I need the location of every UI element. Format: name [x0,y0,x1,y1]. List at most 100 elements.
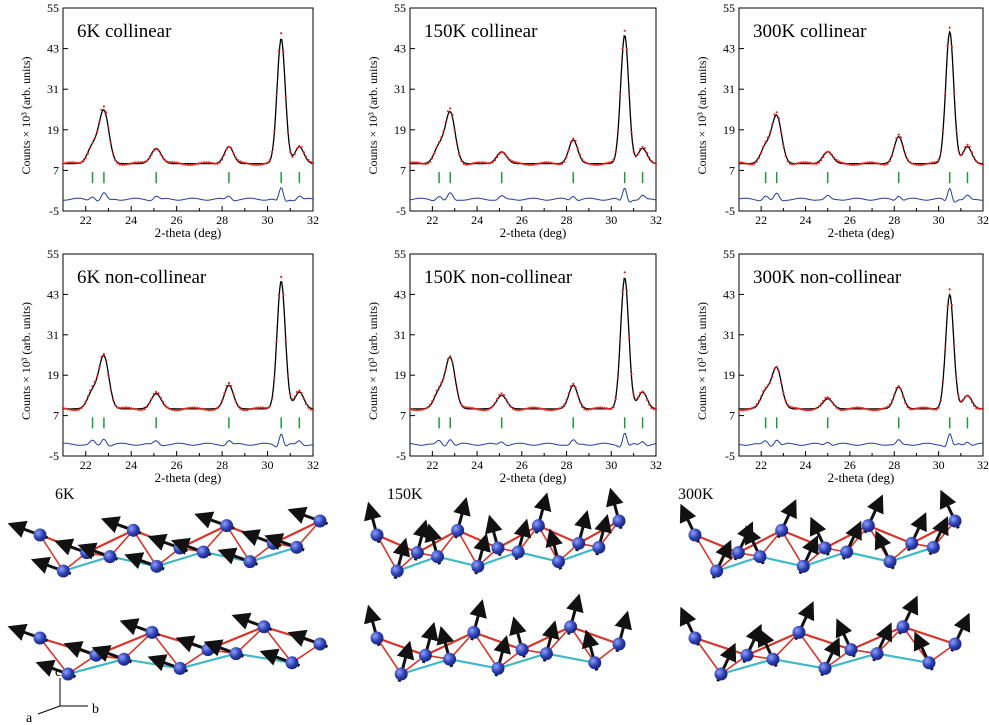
atom [370,528,384,542]
x-tick-label: 28 [888,213,900,227]
observed-point [473,407,476,410]
atom [870,647,884,661]
bond [546,652,596,664]
observed-point [157,149,160,152]
atom [592,540,606,554]
observed-point [946,305,949,308]
y-tick-label: -5 [49,449,59,463]
observed-point [561,162,564,165]
observed-point [309,160,312,163]
observed-point [959,400,962,403]
observed-point [480,161,483,164]
bond [457,529,499,550]
bond [497,652,547,670]
observed-point [846,163,849,166]
observed-point [844,408,847,411]
observed-point [895,137,898,140]
observed-point [216,162,219,165]
observed-point [453,375,456,378]
observed-point [603,406,606,410]
y-tick-label: 7 [400,409,406,423]
observed-point [232,393,235,396]
observed-point [599,163,602,166]
atom [229,647,243,661]
observed-point [833,156,836,159]
observed-point [171,408,174,411]
observed-point [116,162,119,165]
observed-point [444,368,447,371]
observed-point [80,407,83,410]
observed-point [275,93,278,96]
observed-point [489,162,492,165]
y-tick-label: 19 [723,368,735,382]
observed-point [462,405,465,408]
atom [861,519,875,533]
observed-point [155,148,158,151]
observed-point [61,162,65,165]
y-tick-label: 43 [47,287,59,301]
x-tick-label: 28 [216,213,228,227]
observed-point [161,156,165,159]
observed-point [446,110,450,113]
axis-b-label: b [92,702,99,717]
observed-point [211,408,215,412]
bond [67,658,125,676]
observed-point [277,294,280,297]
observed-point [134,408,137,411]
observed-point [161,400,165,403]
x-axis-label: 2-theta (deg) [155,225,222,240]
atom [948,514,962,528]
observed-point [868,408,872,411]
observed-point [942,380,945,383]
y-tick-label: 19 [47,123,59,137]
observed-point [908,160,911,164]
observed-point [641,390,644,393]
observed-point [784,399,787,402]
observed-point [491,405,494,408]
observed-point [851,407,854,410]
observed-point [565,156,568,159]
observed-point [433,152,436,155]
observed-point [202,408,205,411]
observed-point [567,392,570,395]
observed-point [902,144,905,147]
bond [517,550,559,563]
observed-point [569,385,573,388]
observed-point [141,161,144,164]
observed-point [66,408,69,411]
observed-point [198,407,201,410]
observed-point [755,160,758,163]
observed-point [529,163,532,167]
atom [103,550,117,564]
observed-point [286,131,290,134]
observed-point [547,409,550,412]
observed-point [186,407,190,410]
observed-point [75,161,78,164]
observed-point [157,392,160,395]
atom [564,620,578,634]
observed-point [266,406,269,410]
diffraction-panels: -5 7 19 31 43 55 22 24 26 28 30 32 2-theta (deg) Coun… [19,1,989,485]
observed-point [505,398,508,401]
observed-point [516,409,519,412]
y-tick-label: 19 [723,123,735,137]
observed-point [877,408,880,411]
y-tick-label: 7 [53,163,59,177]
observed-point [802,161,805,164]
bond [473,631,523,651]
crystal-axes-indicator: c a b [26,665,99,725]
observed-point [98,366,101,369]
observed-point [102,353,105,356]
observed-point [184,407,187,410]
x-tick-label: 30 [933,213,945,227]
observed-point [467,163,470,166]
observed-point [563,160,566,163]
x-tick-label: 24 [471,458,483,472]
x-tick-label: 24 [125,458,137,472]
observed-point [493,401,497,404]
y-tick-label: 31 [723,328,735,342]
observed-point [904,402,907,405]
atom [394,667,408,681]
y-tick-label: 31 [723,82,735,96]
